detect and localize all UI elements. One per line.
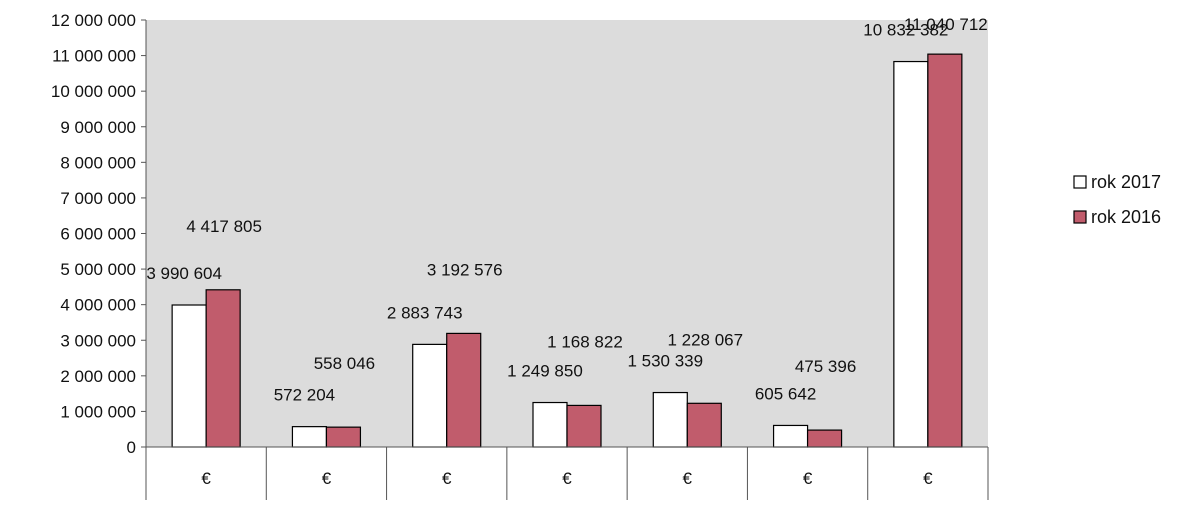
legend-swatch-2016 bbox=[1073, 210, 1087, 224]
bar-rok-2017 bbox=[772, 424, 809, 448]
data-label: 1 228 067 bbox=[667, 330, 743, 349]
y-tick-label: 2 000 000 bbox=[60, 367, 136, 386]
y-tick-label: 0 bbox=[127, 438, 136, 457]
bar-rok-2017 bbox=[532, 401, 568, 448]
y-tick-label: 8 000 000 bbox=[60, 153, 136, 172]
data-label: 1 530 339 bbox=[627, 352, 703, 371]
legend-label-2017: rok 2017 bbox=[1091, 172, 1161, 192]
y-tick-label: 10 000 000 bbox=[51, 82, 136, 101]
plot-area bbox=[146, 20, 988, 447]
data-label: 4 417 805 bbox=[186, 217, 262, 236]
data-label: 1 249 850 bbox=[507, 362, 583, 381]
x-category-label: € bbox=[562, 469, 572, 488]
x-category-label: € bbox=[322, 469, 332, 488]
bar-rok-2017 bbox=[291, 426, 328, 448]
legend-label-2016: rok 2016 bbox=[1091, 207, 1161, 227]
data-label: 475 396 bbox=[795, 357, 856, 376]
data-label: 558 046 bbox=[314, 354, 375, 373]
data-label: 11 040 712 bbox=[904, 15, 988, 34]
x-axis: € € € € € € € bbox=[145, 446, 989, 500]
bar-rok-2016 bbox=[325, 426, 362, 448]
bar-rok-2016 bbox=[566, 404, 602, 448]
data-label: 3 990 604 bbox=[146, 264, 222, 283]
y-tick-label: 1 000 000 bbox=[60, 402, 136, 421]
y-tick-label: 11 000 000 bbox=[52, 47, 136, 66]
x-category-label: € bbox=[442, 469, 452, 488]
x-category-label: € bbox=[683, 469, 693, 488]
data-label: 572 204 bbox=[274, 386, 335, 405]
bar-rok-2016 bbox=[446, 332, 482, 448]
data-label: 605 642 bbox=[755, 384, 816, 403]
x-category-label: € bbox=[803, 469, 813, 488]
x-category-label: € bbox=[923, 469, 933, 488]
legend: rok 2017 rok 2016 bbox=[1073, 172, 1161, 227]
y-axis: 0 1 000 000 2 000 000 3 000 000 4 000 000 5 0… bbox=[51, 11, 147, 457]
y-tick-label: 5 000 000 bbox=[60, 260, 136, 279]
data-label: 2 883 743 bbox=[387, 303, 463, 322]
bar-rok-2016 bbox=[205, 289, 241, 448]
bar-rok-2017 bbox=[412, 343, 448, 448]
y-tick-label: 6 000 000 bbox=[60, 225, 136, 244]
bar-rok-2017 bbox=[652, 391, 688, 448]
data-label: 10 832 382 bbox=[863, 21, 948, 40]
y-tick-label: 7 000 000 bbox=[60, 189, 136, 208]
bar-rok-2016 bbox=[686, 402, 722, 448]
y-tick-label: 3 000 000 bbox=[60, 331, 136, 350]
data-label: 3 192 576 bbox=[427, 260, 503, 279]
y-tick-label: 9 000 000 bbox=[60, 118, 136, 137]
bar-rok-2016 bbox=[927, 53, 963, 448]
y-tick-label: 4 000 000 bbox=[60, 296, 136, 315]
legend-swatch-2017 bbox=[1073, 175, 1087, 189]
bar-rok-2017 bbox=[171, 304, 207, 448]
x-category-label: € bbox=[201, 469, 211, 488]
bars-group bbox=[171, 53, 963, 448]
bar-rok-2017 bbox=[893, 60, 929, 448]
bar-rok-2016 bbox=[806, 429, 843, 448]
y-tick-label: 12 000 000 bbox=[51, 11, 136, 30]
data-label: 1 168 822 bbox=[547, 332, 623, 351]
data-labels-group: 3 990 604 4 417 805 572 204 558 046 2 883 74… bbox=[146, 15, 987, 405]
